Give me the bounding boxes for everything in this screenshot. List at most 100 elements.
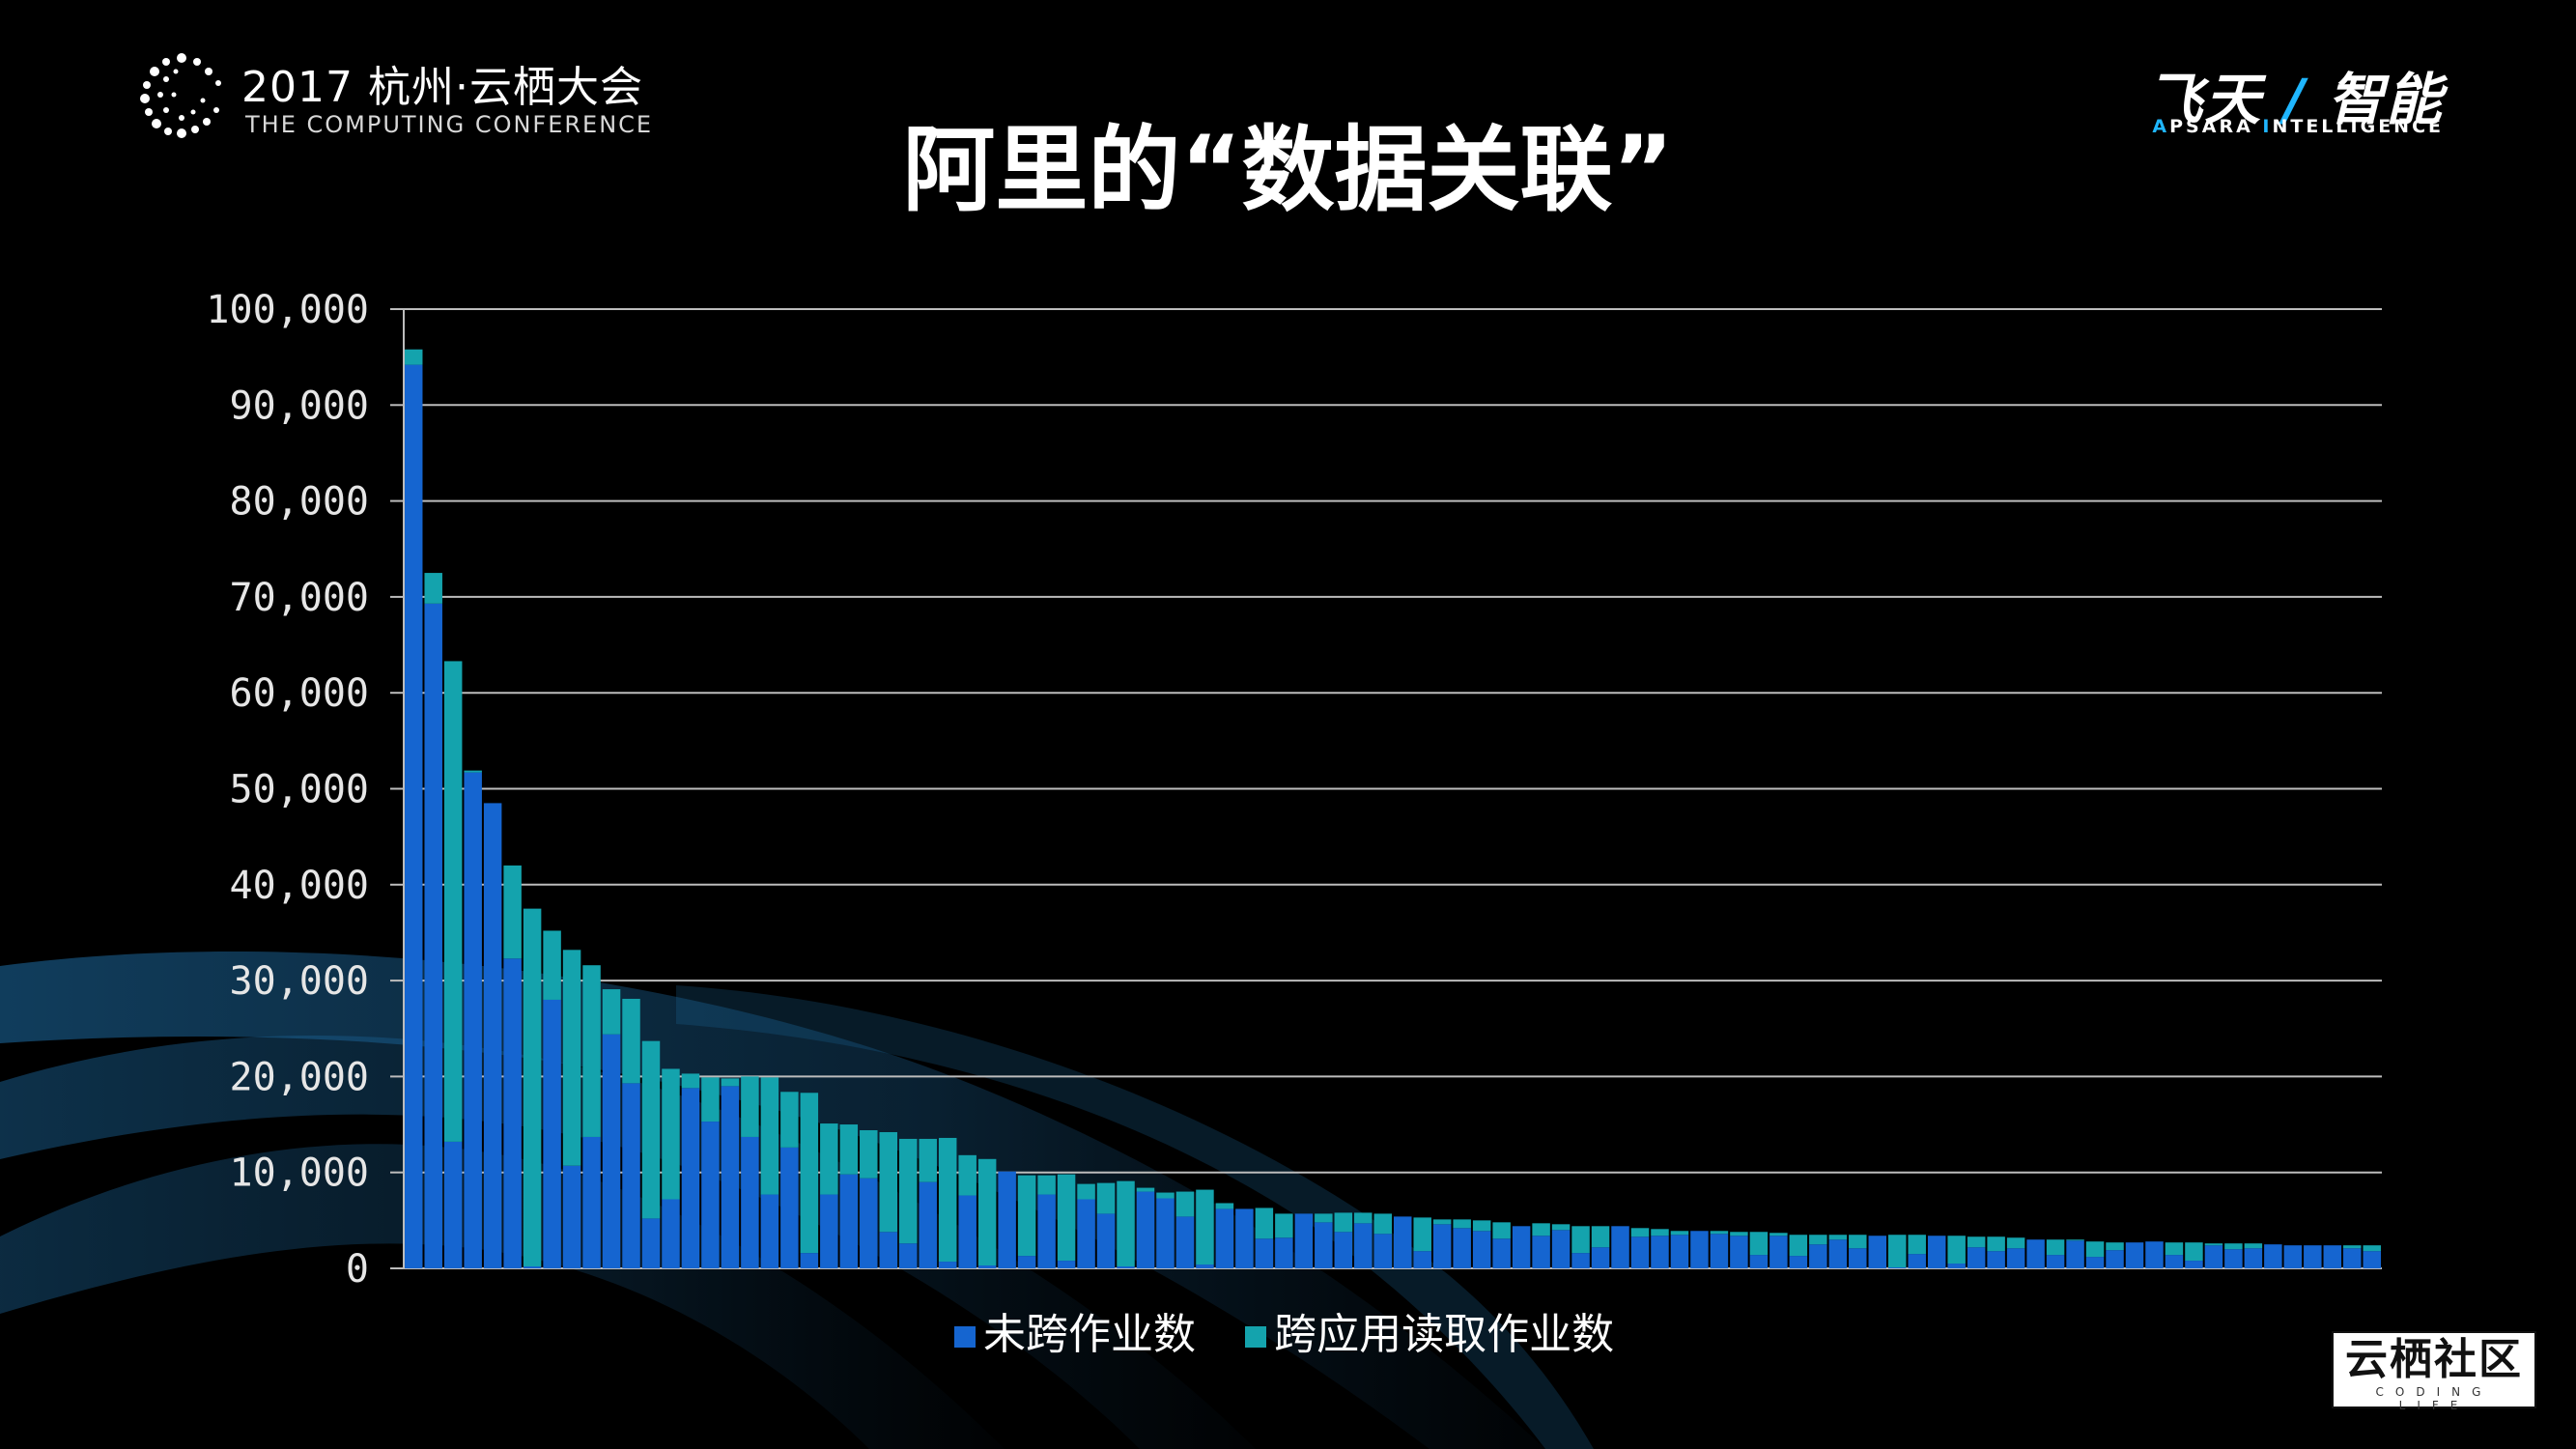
bar-segment-series-2 [977, 1158, 997, 1266]
bar-segment-series-2 [1749, 1232, 1769, 1256]
bar-segment-series-1 [2165, 1255, 2184, 1268]
bar-segment-series-2 [1017, 1175, 1036, 1257]
bar-segment-series-2 [820, 1123, 838, 1195]
bar-segment-series-1 [2224, 1249, 2243, 1268]
bar-segment-series-2 [464, 770, 482, 773]
bar-segment-series-1 [1117, 1266, 1135, 1268]
bar-segment-series-2 [1215, 1203, 1234, 1209]
bar-segment-series-2 [1255, 1208, 1274, 1239]
y-tick-label: 60,000 [230, 671, 370, 716]
bar-segment-series-1 [2363, 1251, 2381, 1268]
y-tick-label: 80,000 [230, 480, 370, 525]
bar-segment-series-1 [503, 958, 522, 1268]
conference-logo-icon [140, 53, 221, 138]
bar-segment-series-1 [2264, 1244, 2282, 1268]
bar-segment-series-2 [2006, 1237, 2025, 1249]
bar-segment-series-1 [602, 1034, 621, 1268]
bar-segment-series-1 [1394, 1216, 1412, 1268]
bar-segment-series-1 [2026, 1239, 2045, 1268]
bar-segment-series-1 [1769, 1236, 1788, 1268]
bar-segment-series-2 [2066, 1239, 2084, 1241]
brand-english-logo: APSARA INTELLIGENCE [2152, 116, 2444, 137]
bar-segment-series-1 [582, 1136, 601, 1268]
bar-segment-series-2 [1432, 1219, 1452, 1225]
brand-chinese-logo: 飞天 / 智能 [2146, 54, 2444, 135]
brand-logo-block: 飞天 / 智能 APSARA INTELLIGENCE [2146, 54, 2444, 141]
brand-en-i-cap: I [2262, 116, 2273, 137]
bar-segment-series-1 [1275, 1237, 1293, 1268]
bar-segment-series-1 [701, 1122, 720, 1268]
y-axis-ticks: 0 10,000 20,000 30,000 40,000 50,000 60,000 70,… [206, 288, 404, 1292]
bar-segment-series-1 [1215, 1208, 1234, 1268]
bar-segment-series-2 [760, 1077, 779, 1195]
bar-segment-series-2 [800, 1093, 819, 1254]
bar-segment-series-1 [1136, 1191, 1155, 1268]
bar-segment-series-1 [1611, 1226, 1629, 1268]
bar-segment-series-2 [1037, 1175, 1056, 1195]
bar-segment-series-1 [622, 1083, 640, 1268]
y-tick-label: 10,000 [230, 1151, 370, 1196]
bar-segment-series-2 [1828, 1235, 1848, 1240]
y-tick-label: 0 [346, 1247, 369, 1292]
y-tick-label: 90,000 [230, 384, 370, 428]
bar-segment-series-2 [1908, 1235, 1926, 1255]
bar-segment-series-2 [899, 1138, 918, 1244]
bar-segment-series-1 [1947, 1264, 1966, 1268]
bar-segment-series-2 [1769, 1233, 1788, 1236]
bar-segment-series-1 [998, 1171, 1016, 1268]
bar-segment-series-1 [958, 1195, 977, 1268]
bar-segment-series-2 [1057, 1174, 1076, 1262]
bar-segment-series-2 [1670, 1231, 1689, 1236]
bar-segment-series-1 [1749, 1255, 1769, 1268]
bar-segment-series-2 [543, 930, 561, 1000]
bar-segment-series-2 [1077, 1183, 1095, 1200]
legend-item-series-2: 跨应用读取作业数 [1245, 1299, 1614, 1361]
brand-en-a-rest: PSARA [2169, 116, 2263, 137]
bar-segment-series-2 [1492, 1222, 1511, 1239]
bar-segment-series-1 [2106, 1250, 2124, 1268]
bar-segment-series-1 [1334, 1232, 1353, 1268]
bar-segment-series-1 [899, 1243, 918, 1268]
bar-segment-series-1 [1354, 1223, 1373, 1268]
bar-segment-series-2 [780, 1092, 799, 1148]
bar-segment-series-1 [1037, 1194, 1056, 1268]
bars [405, 349, 2381, 1268]
bar-segment-series-1 [1987, 1251, 2005, 1268]
bar-segment-series-2 [1472, 1220, 1491, 1232]
bar-segment-series-2 [523, 908, 542, 1267]
bar-segment-series-2 [1710, 1231, 1729, 1235]
bar-segment-series-1 [681, 1088, 700, 1268]
bar-segment-series-2 [2343, 1245, 2362, 1249]
brand-slash: / [2283, 67, 2307, 132]
bar-segment-series-1 [641, 1218, 661, 1268]
bar-segment-series-1 [2343, 1248, 2362, 1268]
bar-segment-series-2 [1551, 1224, 1571, 1231]
bar-segment-series-2 [1117, 1180, 1135, 1267]
bar-segment-series-2 [1175, 1191, 1195, 1217]
community-name: 云栖社区 [2345, 1335, 2523, 1384]
bar-segment-series-1 [800, 1253, 819, 1268]
brand-cn-right: 智能 [2327, 67, 2444, 132]
bar-segment-series-1 [1730, 1236, 1748, 1268]
bar-segment-series-1 [1017, 1256, 1036, 1268]
bar-segment-series-1 [2125, 1242, 2144, 1268]
bar-segment-series-1 [562, 1165, 581, 1268]
bar-segment-series-1 [780, 1147, 799, 1268]
y-tick-label: 70,000 [230, 576, 370, 620]
conference-title: 2017 杭州·云栖大会 [241, 63, 643, 112]
bar-segment-series-1 [1077, 1199, 1095, 1268]
bar-segment-series-2 [602, 989, 621, 1035]
bar-segment-series-2 [2244, 1243, 2263, 1249]
bar-segment-series-1 [1789, 1256, 1808, 1268]
bar-segment-series-1 [2323, 1245, 2342, 1268]
bar-segment-series-2 [1571, 1226, 1590, 1254]
bar-segment-series-1 [1670, 1235, 1689, 1268]
bar-segment-series-2 [1136, 1187, 1155, 1192]
bar-segment-series-2 [1373, 1213, 1392, 1235]
legend-item-series-1: 未跨作业数 [954, 1299, 1196, 1361]
bar-segment-series-1 [2244, 1248, 2263, 1268]
bar-segment-series-1 [1432, 1224, 1452, 1268]
bar-segment-series-2 [424, 573, 442, 604]
y-tick-label: 20,000 [230, 1055, 370, 1099]
